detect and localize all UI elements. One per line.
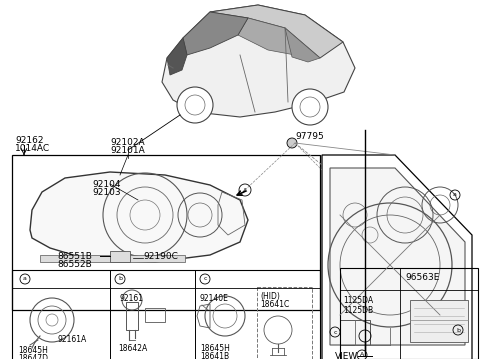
Text: 18641C: 18641C <box>260 300 289 309</box>
Text: A: A <box>243 187 247 192</box>
Bar <box>340 268 478 359</box>
Text: VIEW: VIEW <box>335 352 358 359</box>
Text: 18641B: 18641B <box>200 352 229 359</box>
Polygon shape <box>30 172 248 262</box>
Text: 1125DB: 1125DB <box>343 306 373 315</box>
Polygon shape <box>167 38 187 75</box>
Polygon shape <box>183 12 248 55</box>
Text: 92102A: 92102A <box>110 138 144 147</box>
Text: a: a <box>23 276 27 281</box>
Text: 92103: 92103 <box>92 188 120 197</box>
Polygon shape <box>162 5 355 117</box>
Polygon shape <box>285 28 320 62</box>
Bar <box>12 270 320 359</box>
Text: 18647D: 18647D <box>18 354 48 359</box>
Text: 92162: 92162 <box>15 136 44 145</box>
Text: c: c <box>333 330 337 335</box>
Text: b: b <box>456 327 460 332</box>
Bar <box>257 287 312 359</box>
Circle shape <box>292 89 328 125</box>
Bar <box>126 302 138 330</box>
Text: 92101A: 92101A <box>110 146 145 155</box>
Text: A: A <box>360 353 364 358</box>
Bar <box>410 300 468 342</box>
Text: 86551B: 86551B <box>57 252 92 261</box>
Text: 92190C: 92190C <box>143 252 178 261</box>
Text: (HID): (HID) <box>260 292 280 301</box>
Text: 92104: 92104 <box>92 180 120 189</box>
Bar <box>110 251 130 262</box>
Text: 92140E: 92140E <box>200 294 229 303</box>
Circle shape <box>177 87 213 123</box>
Text: 96563E: 96563E <box>405 273 439 282</box>
Text: c: c <box>203 276 207 281</box>
Bar <box>145 308 165 322</box>
Text: b: b <box>118 276 122 281</box>
Text: 18645H: 18645H <box>18 346 48 355</box>
Text: a: a <box>453 192 457 197</box>
Polygon shape <box>330 168 465 345</box>
Text: 92161: 92161 <box>120 294 144 303</box>
Circle shape <box>287 138 297 148</box>
Polygon shape <box>238 18 295 55</box>
Text: 1125DA: 1125DA <box>343 296 373 305</box>
Text: 97795: 97795 <box>295 132 324 141</box>
Bar <box>40 255 185 262</box>
Bar <box>12 155 320 310</box>
Polygon shape <box>210 5 343 58</box>
Text: 18645H: 18645H <box>200 344 230 353</box>
Text: 1014AC: 1014AC <box>15 144 50 153</box>
Text: 92161A: 92161A <box>58 335 87 344</box>
Text: 86552B: 86552B <box>57 260 92 269</box>
Text: 18642A: 18642A <box>118 344 147 353</box>
